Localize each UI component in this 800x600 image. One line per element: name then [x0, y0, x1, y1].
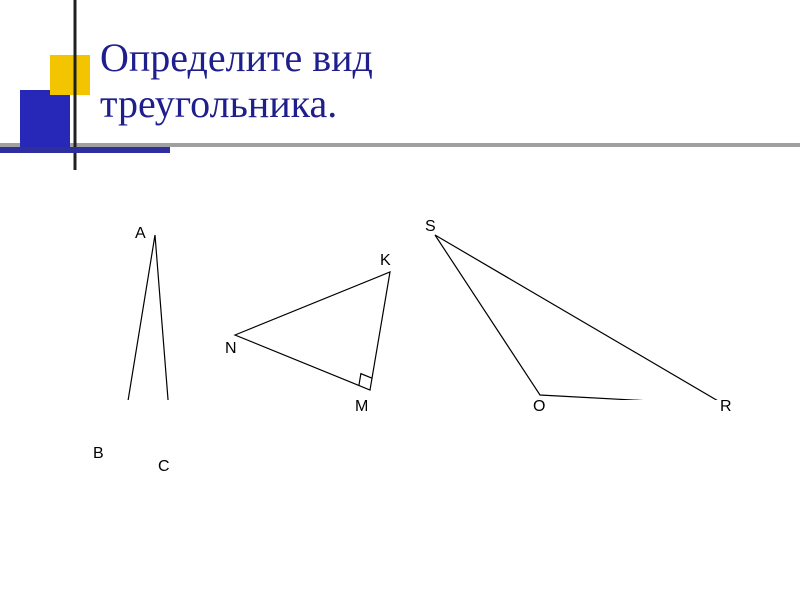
- vertex-label-C: C: [158, 458, 170, 476]
- vertex-label-S: S: [425, 218, 436, 236]
- vertex-label-K: K: [380, 252, 391, 270]
- triangle-ABC: [120, 235, 172, 400]
- vertex-label-M: M: [355, 398, 368, 416]
- vertex-label-A: A: [135, 225, 146, 243]
- triangle-SOR: [435, 235, 725, 400]
- diagram-area: [0, 200, 800, 600]
- vertex-label-O: O: [533, 398, 545, 416]
- triangle-NKM: [235, 272, 390, 390]
- vertex-label-N: N: [225, 340, 237, 358]
- triangles-svg: [0, 0, 800, 400]
- right-angle-marker: [359, 374, 372, 386]
- vertex-label-R: R: [720, 398, 732, 416]
- vertex-label-B: B: [93, 445, 104, 463]
